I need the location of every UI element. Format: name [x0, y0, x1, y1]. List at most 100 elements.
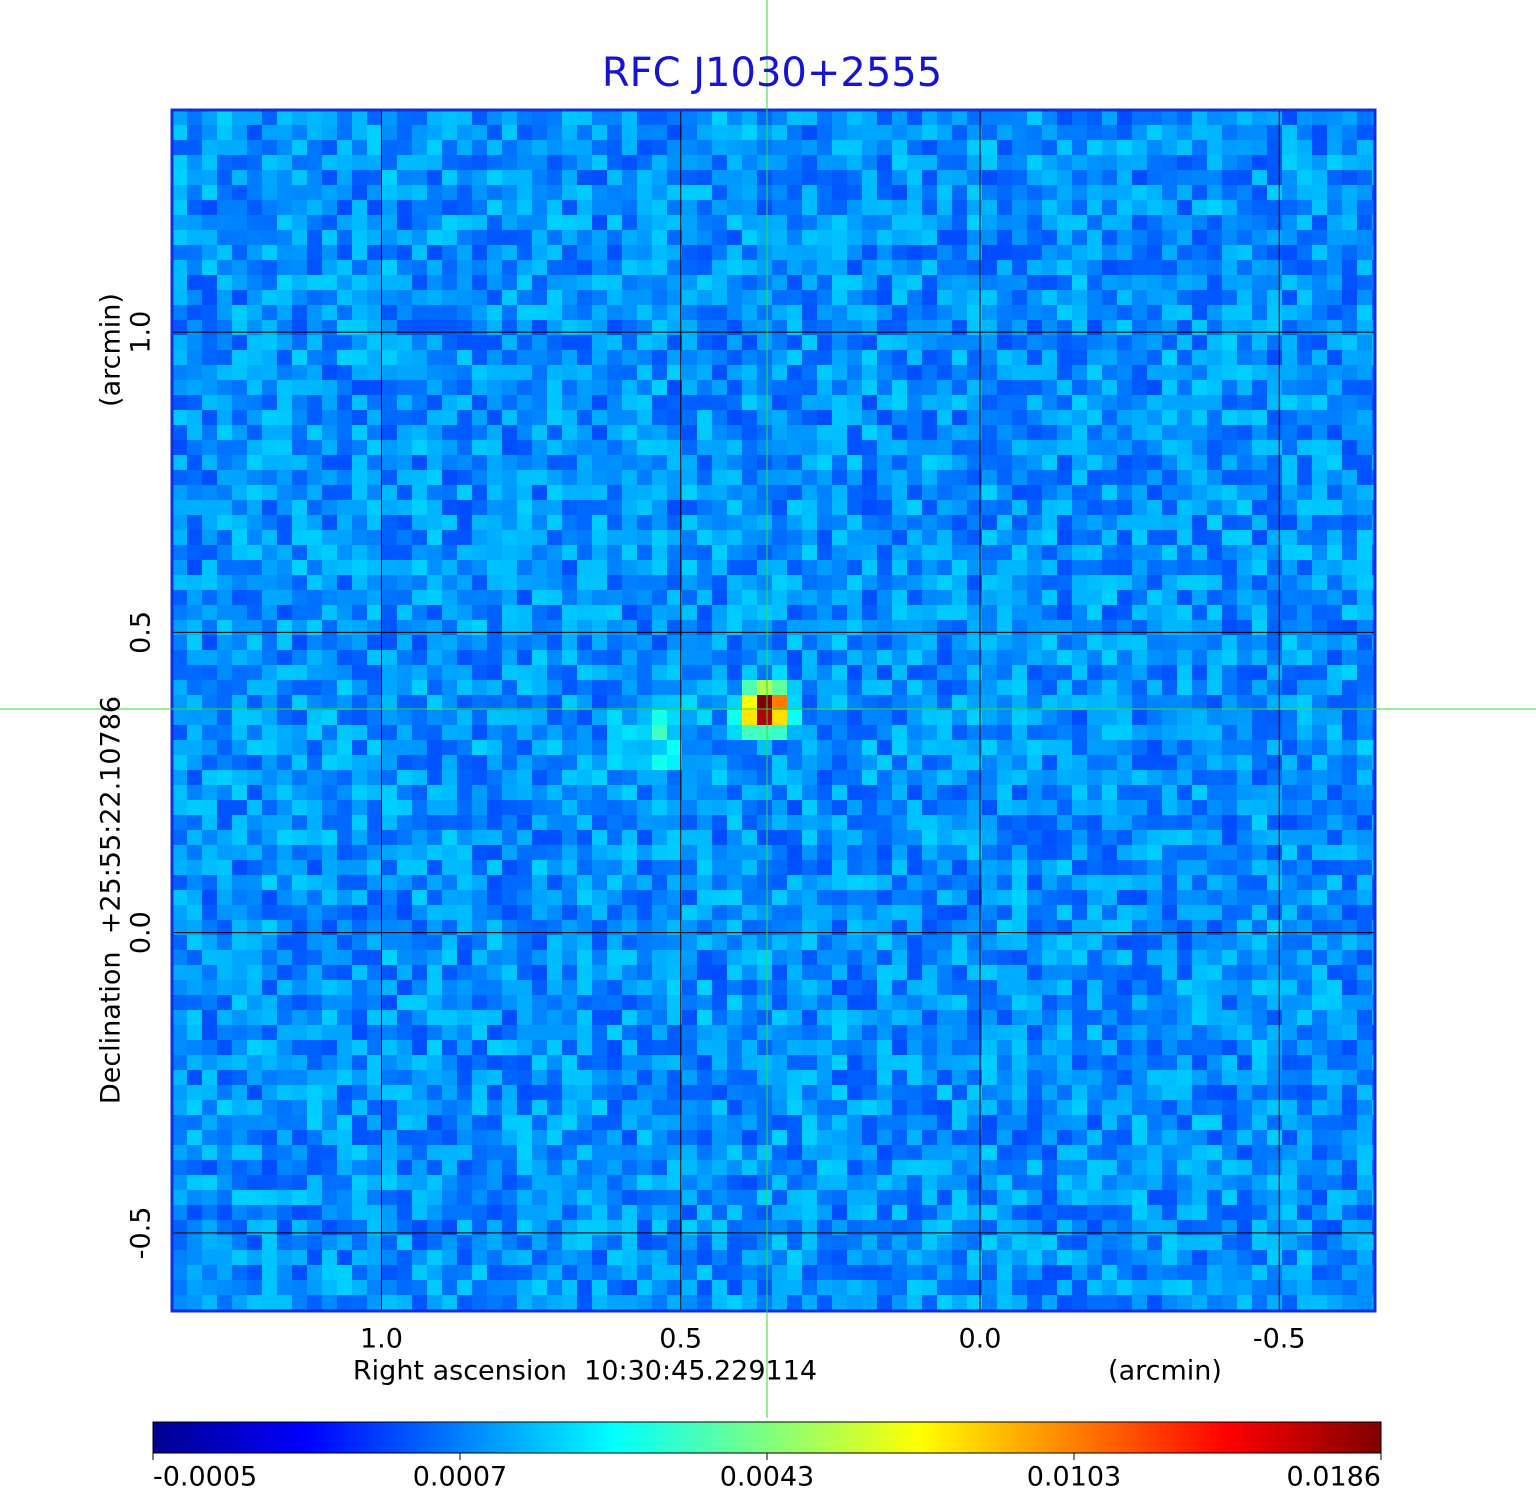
- pixel: [247, 425, 262, 440]
- pixel: [637, 410, 652, 425]
- pixel: [277, 485, 292, 500]
- pixel: [337, 545, 352, 560]
- pixel: [937, 275, 952, 290]
- pixel: [1267, 695, 1282, 710]
- pixel: [1282, 815, 1297, 830]
- pixel: [1342, 605, 1357, 620]
- pixel: [667, 755, 682, 770]
- pixel: [1192, 875, 1207, 890]
- pixel: [1267, 440, 1282, 455]
- pixel: [832, 455, 847, 470]
- pixel: [427, 275, 442, 290]
- pixel: [1267, 575, 1282, 590]
- pixel: [682, 830, 697, 845]
- pixel: [1342, 260, 1357, 275]
- pixel: [622, 860, 637, 875]
- pixel: [487, 665, 502, 680]
- pixel: [1177, 425, 1192, 440]
- pixel: [637, 1010, 652, 1025]
- pixel: [892, 1025, 907, 1040]
- pixel: [667, 680, 682, 695]
- pixel: [667, 545, 682, 560]
- pixel: [607, 965, 622, 980]
- pixel: [682, 230, 697, 245]
- pixel: [1207, 845, 1222, 860]
- pixel: [292, 455, 307, 470]
- pixel: [1012, 185, 1027, 200]
- pixel: [712, 140, 727, 155]
- pixel: [847, 200, 862, 215]
- pixel: [247, 830, 262, 845]
- pixel: [382, 275, 397, 290]
- pixel: [1207, 530, 1222, 545]
- pixel: [772, 425, 787, 440]
- pixel: [1042, 305, 1057, 320]
- pixel: [1207, 110, 1222, 125]
- pixel: [1297, 290, 1312, 305]
- pixel: [337, 860, 352, 875]
- pixel: [847, 935, 862, 950]
- pixel: [457, 710, 472, 725]
- pixel: [262, 1010, 277, 1025]
- pixel: [472, 635, 487, 650]
- pixel: [1357, 635, 1372, 650]
- pixel: [712, 710, 727, 725]
- pixel: [787, 590, 802, 605]
- pixel: [1297, 500, 1312, 515]
- pixel: [1252, 260, 1267, 275]
- pixel: [187, 365, 202, 380]
- pixel: [892, 440, 907, 455]
- pixel: [397, 830, 412, 845]
- pixel: [952, 440, 967, 455]
- pixel: [367, 425, 382, 440]
- pixel: [1327, 725, 1342, 740]
- pixel: [892, 845, 907, 860]
- pixel: [1087, 995, 1102, 1010]
- pixel: [847, 650, 862, 665]
- pixel: [322, 545, 337, 560]
- pixel: [517, 320, 532, 335]
- pixel: [232, 440, 247, 455]
- pixel: [787, 620, 802, 635]
- pixel: [817, 575, 832, 590]
- pixel: [457, 920, 472, 935]
- pixel: [862, 275, 877, 290]
- pixel: [562, 350, 577, 365]
- pixel: [1357, 320, 1372, 335]
- pixel: [1057, 230, 1072, 245]
- pixel: [982, 800, 997, 815]
- pixel: [802, 110, 817, 125]
- pixel: [517, 560, 532, 575]
- pixel: [457, 410, 472, 425]
- pixel: [232, 650, 247, 665]
- pixel: [1342, 950, 1357, 965]
- pixel: [712, 770, 727, 785]
- pixel: [277, 875, 292, 890]
- pixel: [577, 755, 592, 770]
- pixel: [1057, 665, 1072, 680]
- pixel: [397, 575, 412, 590]
- pixel: [322, 515, 337, 530]
- pixel: [1207, 605, 1222, 620]
- pixel: [1177, 530, 1192, 545]
- pixel: [592, 230, 607, 245]
- pixel: [442, 560, 457, 575]
- pixel: [877, 155, 892, 170]
- pixel: [592, 725, 607, 740]
- pixel: [1207, 620, 1222, 635]
- pixel: [1192, 740, 1207, 755]
- pixel: [397, 710, 412, 725]
- pixel: [607, 905, 622, 920]
- pixel: [292, 740, 307, 755]
- pixel: [667, 770, 682, 785]
- pixel: [772, 860, 787, 875]
- pixel: [217, 1010, 232, 1025]
- pixel: [1297, 770, 1312, 785]
- pixel: [937, 200, 952, 215]
- pixel: [802, 365, 817, 380]
- pixel: [1012, 950, 1027, 965]
- pixel: [262, 215, 277, 230]
- pixel: [562, 815, 577, 830]
- pixel: [907, 710, 922, 725]
- pixel: [1267, 815, 1282, 830]
